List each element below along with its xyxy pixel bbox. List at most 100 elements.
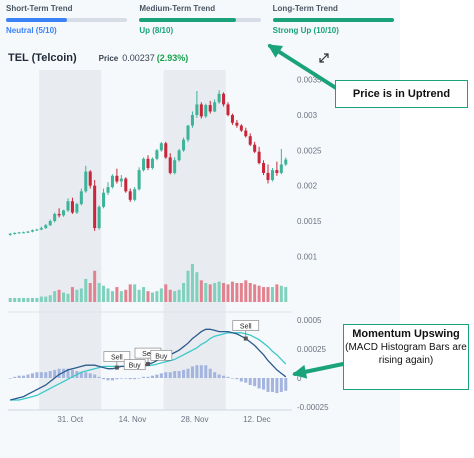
momentum-callout: Momentum Upswing (MACD Histogram Bars ar…: [343, 324, 469, 390]
volume-bar: [22, 297, 26, 302]
macd-histogram-bar: [17, 375, 21, 378]
candle-body: [97, 206, 101, 229]
medium-term-trend: Medium-Term Trend Up (8/10): [133, 0, 266, 40]
x-tick-label: 31. Oct: [57, 415, 84, 424]
volume-bar: [66, 293, 70, 302]
volume-bar: [75, 289, 79, 302]
candle-body: [119, 178, 123, 182]
candle-body: [257, 151, 261, 164]
short-term-trend-value: Neutral (5/10): [6, 26, 57, 35]
volume-bar: [48, 295, 52, 302]
signal-flag-label: Sell: [142, 351, 154, 358]
volume-bar: [222, 283, 226, 302]
volume-bar: [217, 281, 221, 302]
macd-histogram-bar: [57, 368, 61, 378]
volume-bar: [39, 296, 43, 302]
x-tick-label: 12. Dec: [243, 415, 271, 424]
macd-histogram-bar: [244, 378, 248, 383]
volume-bar: [213, 283, 217, 302]
volume-bar: [186, 270, 190, 302]
macd-histogram-bar: [48, 371, 52, 378]
candle-body: [195, 104, 199, 115]
volume-bar: [102, 285, 106, 302]
signal-flag-box: [103, 351, 131, 362]
macd-histogram-bar: [84, 372, 88, 378]
signal-flag-box: [123, 359, 146, 370]
volume-bar: [226, 284, 230, 302]
expand-icon[interactable]: [318, 52, 330, 64]
candle-body: [102, 192, 106, 207]
volume-bar: [150, 292, 154, 302]
macd-histogram-bar: [279, 378, 283, 392]
candle-body: [244, 130, 248, 137]
signal-flag-label: Sell: [240, 324, 252, 331]
volume-bar: [44, 296, 48, 302]
volume-bar: [208, 284, 212, 302]
candle-body: [253, 144, 257, 152]
macd-histogram-bar: [190, 366, 194, 378]
candle-body: [22, 232, 26, 234]
candle-body: [115, 175, 119, 182]
candle-body: [88, 171, 92, 186]
macd-histogram-bar: [124, 378, 128, 379]
candle-body: [137, 170, 141, 190]
price-tick-label: 0.003: [297, 111, 318, 120]
macd-histogram-bar: [262, 378, 266, 390]
volume-bar: [26, 297, 30, 302]
macd-histogram-bar: [235, 378, 239, 380]
price-tick-label: 0.001: [297, 252, 318, 261]
short-term-trend-label: Short-Term Trend: [6, 4, 73, 13]
candle-body: [128, 191, 132, 200]
volume-bar: [93, 270, 97, 302]
macd-histogram-bar: [128, 378, 132, 380]
candle-body: [222, 93, 226, 105]
candle-body: [159, 143, 163, 151]
candle-body: [186, 125, 190, 140]
candle-body: [150, 158, 154, 168]
macd-histogram-bar: [226, 376, 230, 378]
macd-histogram-bar: [253, 378, 257, 387]
volume-bar: [257, 285, 261, 302]
macd-histogram-bar: [133, 378, 137, 380]
macd-histogram-bar: [115, 378, 119, 380]
candle-body: [57, 213, 61, 216]
volume-bar: [88, 283, 92, 302]
shaded-band-0: [39, 70, 102, 410]
candle-body: [8, 233, 12, 235]
macd-tick-label: 0.00025: [297, 345, 326, 354]
macd-histogram-bar: [26, 374, 30, 378]
volume-bar: [177, 289, 181, 302]
macd-histogram-bar: [35, 372, 39, 378]
candle-body: [239, 125, 243, 131]
macd-histogram-bar: [222, 375, 226, 378]
macd-histogram-bar: [217, 374, 221, 378]
macd-tick-label: 0.0005: [297, 316, 322, 325]
macd-histogram-bar: [44, 372, 48, 378]
x-tick-label: 28. Nov: [181, 415, 209, 424]
candle-body: [110, 175, 114, 188]
volume-bar: [270, 287, 274, 302]
volume-bar: [110, 291, 114, 302]
candle-body: [84, 171, 88, 192]
volume-bar: [106, 288, 110, 302]
macd-histogram-bar: [102, 378, 106, 380]
signal-flag-box: [232, 320, 260, 331]
volume-bar: [8, 297, 12, 302]
candle-body: [190, 114, 194, 126]
macd-histogram-bar: [173, 371, 177, 378]
macd-histogram-bar: [284, 378, 288, 391]
medium-term-trend-fill: [139, 18, 237, 22]
macd-histogram-bar: [13, 376, 17, 378]
signal-marker: [243, 336, 248, 341]
macd-histogram-bar: [257, 378, 261, 389]
volume-bar: [142, 287, 146, 302]
macd-histogram-bar: [8, 378, 12, 379]
candle-body: [106, 187, 110, 193]
candle-body: [48, 221, 52, 226]
signal-marker: [146, 362, 150, 367]
volume-bar: [70, 287, 74, 302]
macd-histogram-bar: [30, 373, 34, 378]
volume-bar: [164, 284, 168, 302]
macd-histogram-bar: [270, 378, 274, 392]
candle-body: [235, 122, 239, 126]
